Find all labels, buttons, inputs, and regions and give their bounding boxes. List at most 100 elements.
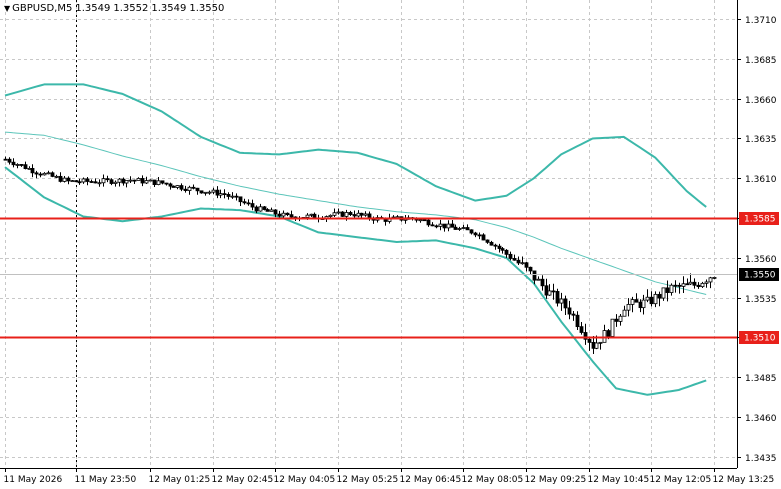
candle bbox=[54, 174, 59, 178]
candle bbox=[218, 189, 223, 199]
candle-body bbox=[547, 290, 552, 296]
candle bbox=[504, 249, 509, 258]
candle-body bbox=[215, 189, 220, 196]
candle bbox=[124, 180, 129, 188]
candle bbox=[434, 224, 439, 229]
candle-body bbox=[567, 307, 572, 315]
candle-body bbox=[453, 226, 458, 230]
candle bbox=[430, 222, 435, 227]
candle bbox=[614, 314, 619, 327]
candle-body bbox=[234, 195, 239, 198]
candle-body bbox=[356, 212, 361, 217]
candle bbox=[336, 208, 341, 215]
candle-body bbox=[226, 194, 231, 197]
level-price-tag bbox=[739, 212, 779, 225]
candle bbox=[583, 323, 588, 345]
time-tick-label: 12 May 13:25 bbox=[713, 475, 775, 485]
candle bbox=[140, 175, 145, 187]
candle-body bbox=[536, 278, 541, 281]
candle bbox=[132, 179, 137, 184]
candle-body bbox=[344, 212, 349, 217]
candle bbox=[528, 266, 533, 275]
candle bbox=[11, 158, 16, 168]
candle-body bbox=[269, 209, 274, 212]
price-tick-label: 1.3460 bbox=[745, 414, 777, 424]
time-tick-label: 12 May 01:25 bbox=[149, 475, 211, 485]
time-axis[interactable]: 11 May 2026 11 May 23:50 12 May 01:25 12 Ma… bbox=[4, 468, 775, 485]
candle-body bbox=[11, 161, 16, 166]
candle bbox=[42, 172, 47, 176]
candle-body bbox=[649, 296, 654, 305]
high-value: 1.3552 bbox=[113, 3, 149, 14]
candle bbox=[634, 293, 639, 303]
symbol-header[interactable]: ▼ GBPUSD,M5 1.3549 1.3552 1.3549 1.3550 bbox=[4, 3, 227, 14]
candle-body bbox=[461, 227, 466, 229]
triangle-down-icon[interactable]: ▼ bbox=[4, 4, 11, 13]
candle-body bbox=[101, 178, 106, 184]
horizontal-levels[interactable] bbox=[0, 217, 737, 339]
candle-body bbox=[653, 293, 658, 305]
candle bbox=[540, 275, 545, 291]
candle-body bbox=[175, 185, 180, 188]
candle-body bbox=[152, 179, 157, 185]
candle bbox=[520, 256, 525, 265]
candle-body bbox=[661, 287, 666, 299]
candle bbox=[203, 191, 208, 196]
candle bbox=[93, 178, 98, 184]
price-tick-label: 1.3535 bbox=[745, 295, 777, 305]
symbol-period-label: GBPUSD,M5 bbox=[12, 3, 73, 14]
candle-body bbox=[285, 212, 290, 216]
candle bbox=[74, 180, 79, 183]
candle bbox=[446, 220, 451, 232]
candle bbox=[117, 177, 122, 187]
candle bbox=[230, 192, 235, 199]
candle-body bbox=[54, 175, 59, 178]
candle-body bbox=[144, 180, 149, 184]
candle-body bbox=[168, 183, 173, 187]
candle-body bbox=[520, 262, 525, 265]
candle-body bbox=[58, 175, 63, 182]
candle bbox=[677, 282, 682, 294]
candle bbox=[638, 299, 643, 313]
candle-body bbox=[430, 224, 435, 227]
candle bbox=[77, 178, 82, 185]
candle bbox=[144, 176, 149, 185]
candle-body bbox=[66, 177, 71, 182]
candle-body bbox=[121, 178, 126, 184]
candle bbox=[81, 177, 86, 184]
candle-body bbox=[183, 188, 188, 191]
candle bbox=[661, 287, 666, 301]
candle bbox=[262, 206, 267, 211]
price-axis[interactable]: 1.3710 1.3685 1.3660 1.3635 1.3610 1.3585 1.35… bbox=[737, 16, 779, 464]
candle-body bbox=[614, 318, 619, 322]
candle-body bbox=[211, 189, 216, 193]
candle-body bbox=[7, 158, 12, 163]
candle-body bbox=[171, 185, 176, 188]
candle-body bbox=[508, 253, 513, 259]
candle-body bbox=[681, 283, 686, 287]
open-value: 1.3549 bbox=[75, 3, 111, 14]
time-tick-label: 11 May 23:50 bbox=[75, 475, 137, 485]
candle-body bbox=[254, 206, 259, 212]
candle bbox=[681, 276, 686, 294]
candle bbox=[340, 211, 345, 218]
candle bbox=[692, 278, 697, 289]
candle bbox=[602, 324, 607, 343]
candle bbox=[610, 318, 615, 337]
candle bbox=[536, 276, 541, 281]
candle bbox=[547, 284, 552, 296]
candle-body bbox=[700, 282, 705, 288]
candle bbox=[544, 278, 549, 299]
candle-body bbox=[540, 278, 545, 287]
candle bbox=[46, 170, 51, 175]
candle bbox=[34, 170, 39, 179]
candle bbox=[171, 185, 176, 188]
candle-body bbox=[544, 285, 549, 296]
time-tick-label: 12 May 12:05 bbox=[650, 475, 712, 485]
price-tick-label: 1.3685 bbox=[745, 56, 777, 66]
candle bbox=[512, 254, 517, 261]
level-price-label: 1.3510 bbox=[744, 334, 776, 344]
candle-body bbox=[512, 258, 517, 261]
